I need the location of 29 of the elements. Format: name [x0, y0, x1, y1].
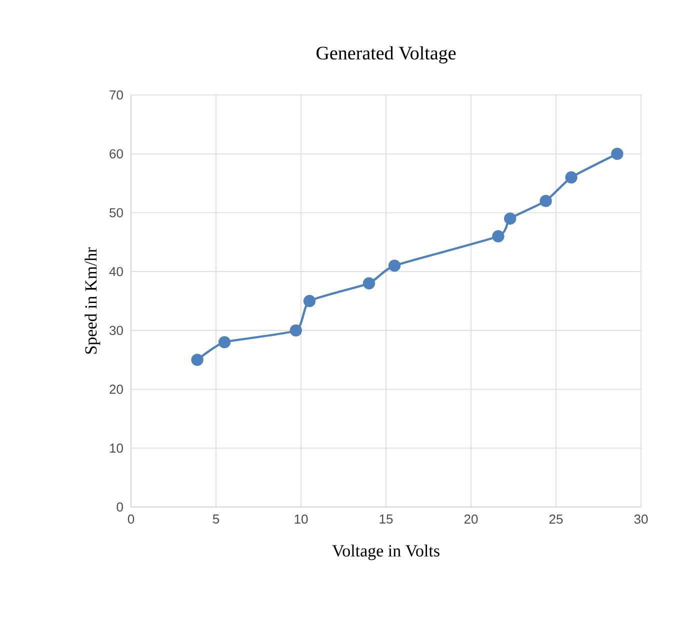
x-tick-label: 5 — [212, 514, 220, 524]
y-tick-label: 50 — [110, 208, 123, 218]
point — [362, 277, 376, 290]
point — [492, 230, 504, 242]
y-tick-label: 10 — [110, 444, 123, 453]
x-tick-label: 15 — [380, 514, 393, 524]
y-tick-label: 0 — [116, 502, 123, 512]
y-tick-label: 40 — [109, 266, 123, 276]
x-tick-label: 10 — [294, 514, 308, 524]
point — [611, 148, 624, 160]
point — [565, 171, 578, 184]
point — [191, 354, 204, 366]
y-tick-label: 30 — [110, 326, 123, 336]
y-tick-label: 70 — [110, 90, 123, 100]
x-tick-label: 20 — [464, 514, 478, 524]
point — [303, 294, 316, 308]
x-tick-label: 30 — [634, 514, 648, 524]
point — [504, 212, 516, 225]
y-tick-label: 60 — [110, 149, 123, 158]
x-tick-label: 0 — [128, 514, 134, 524]
y-axis-title: Speed in Km/hr — [84, 247, 100, 354]
point — [388, 260, 401, 272]
point — [290, 324, 302, 337]
x-axis-title: Voltage in Volts — [332, 544, 440, 560]
point — [218, 336, 231, 348]
point — [540, 194, 552, 208]
chart-title: Generated Voltage — [316, 46, 456, 64]
x-tick-label: 25 — [549, 514, 563, 524]
y-tick-label: 20 — [110, 384, 123, 394]
